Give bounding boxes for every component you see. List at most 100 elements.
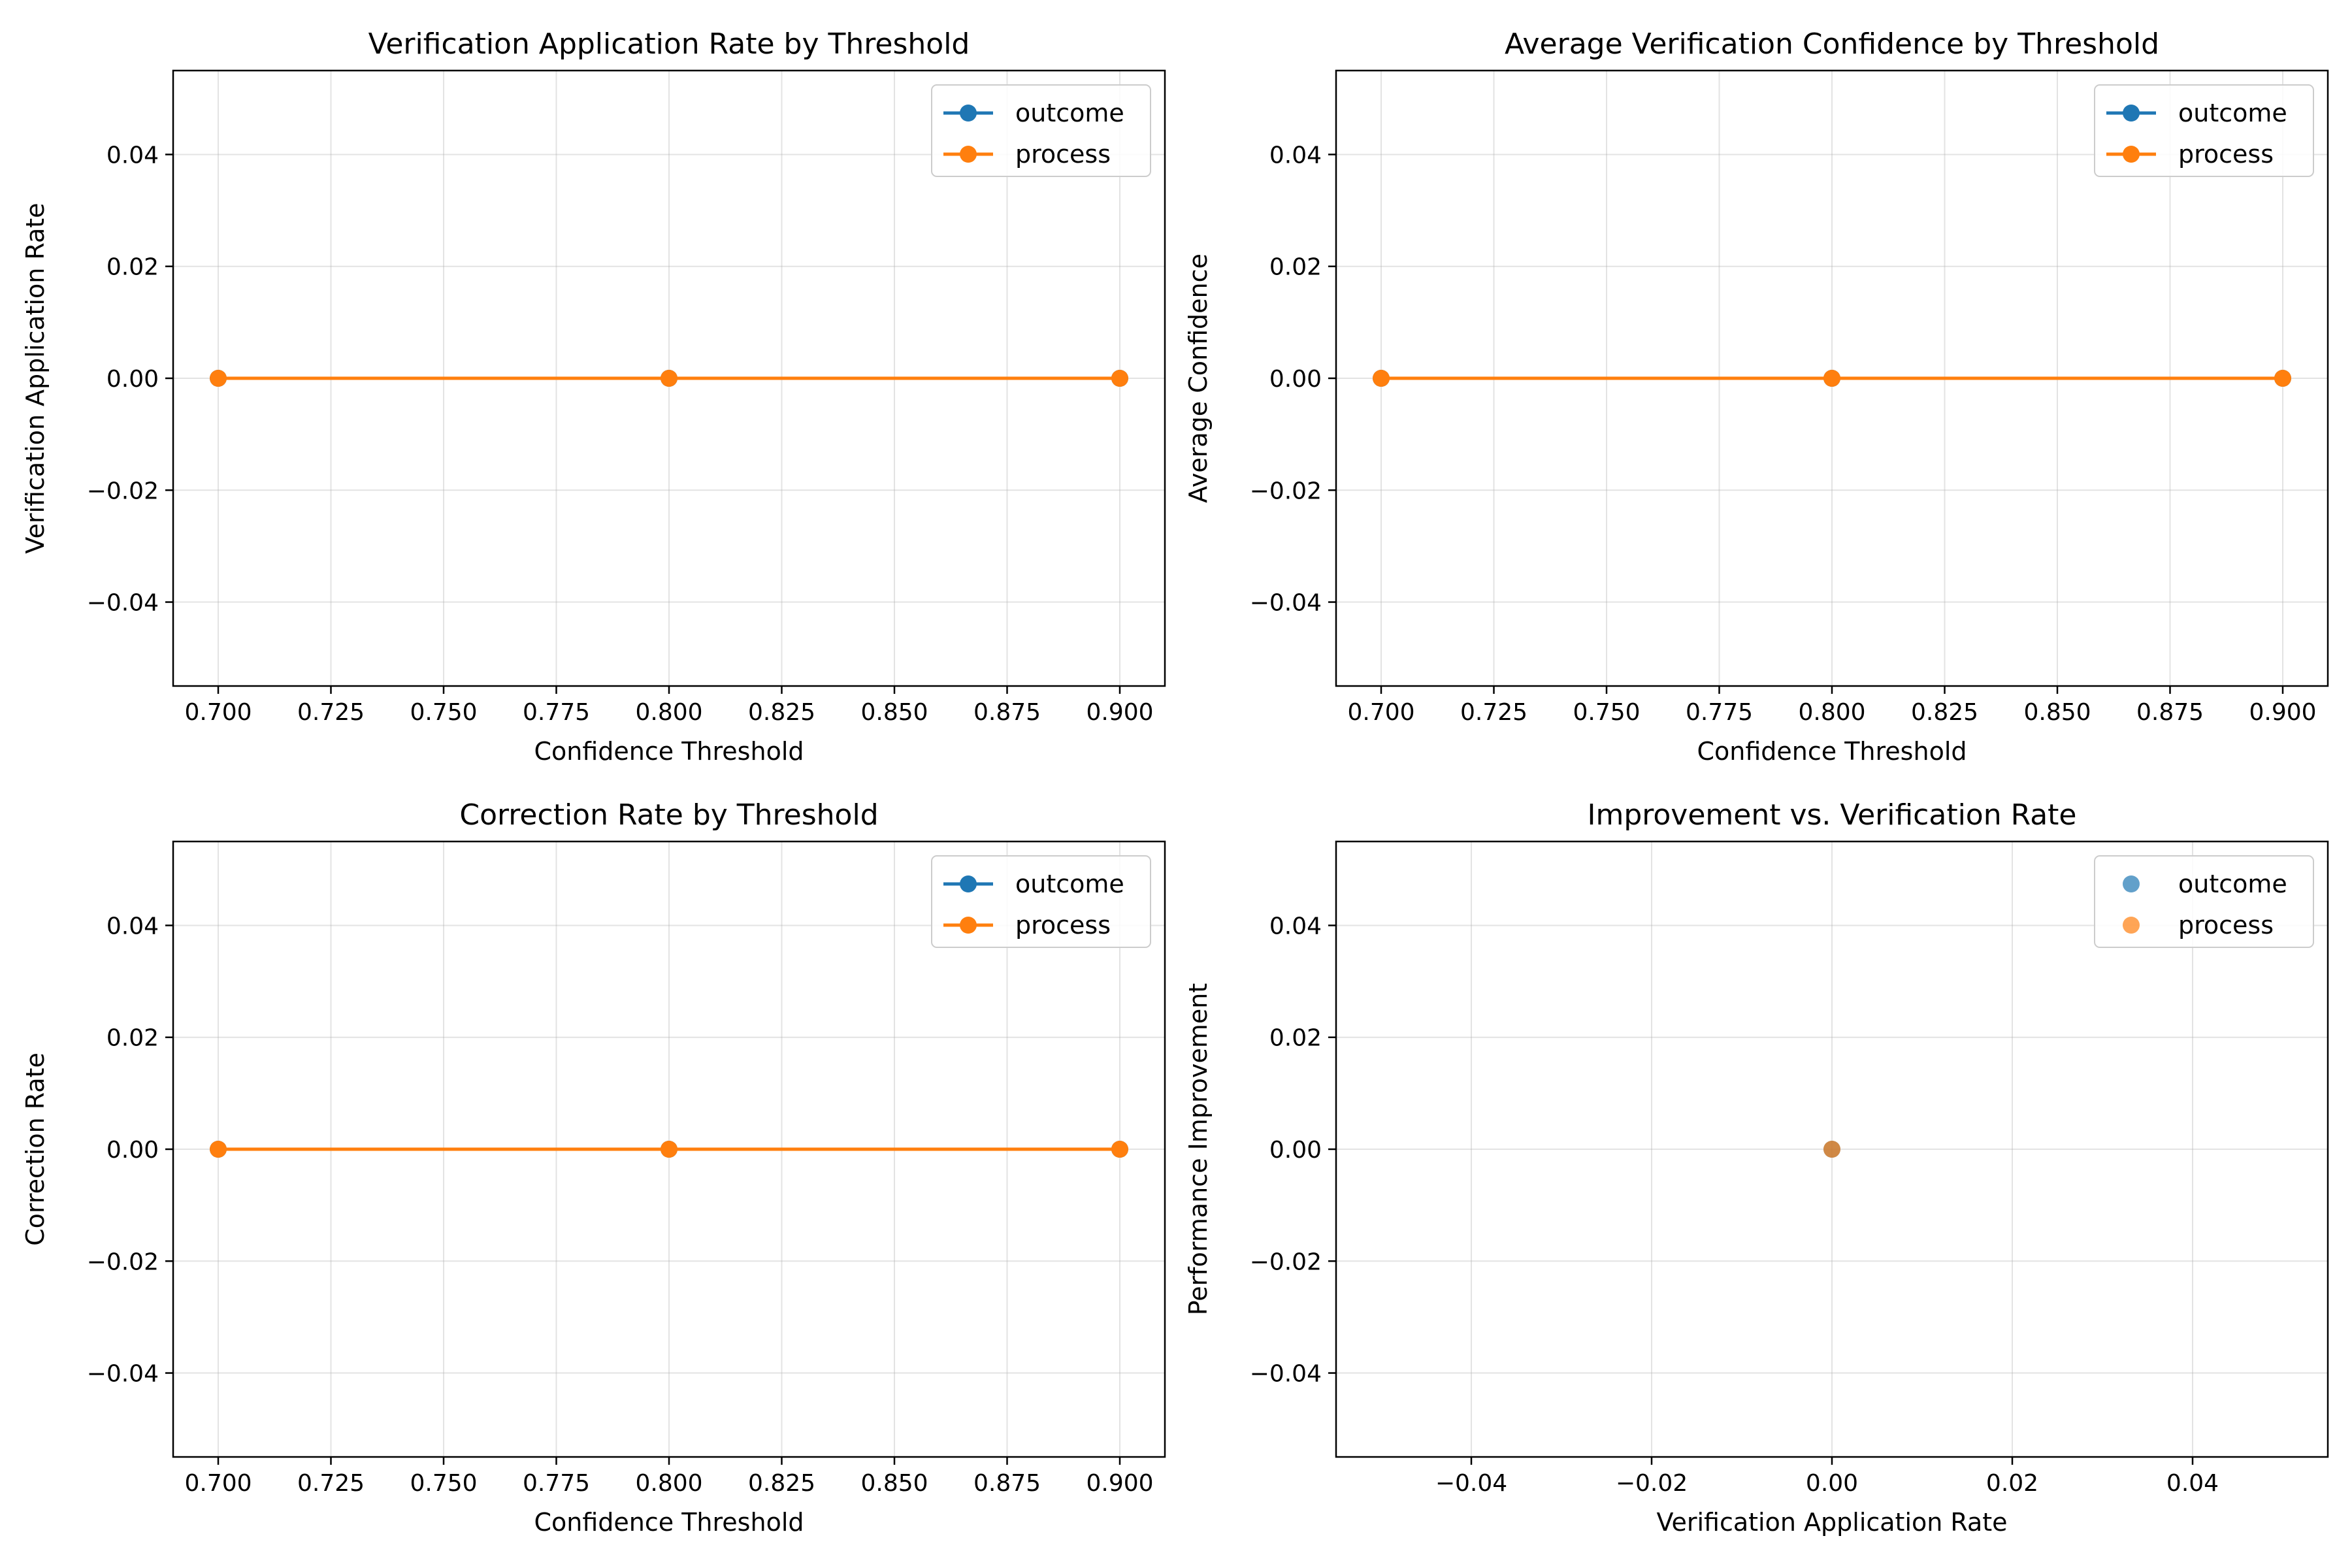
series-process: [1823, 1141, 1840, 1158]
y-tick-label: −0.02: [1250, 1249, 1322, 1275]
x-tick-label: 0.800: [635, 699, 702, 726]
legend-swatch-marker: [2123, 146, 2140, 163]
x-tick-label: 0.775: [1686, 699, 1753, 726]
x-tick-label: −0.02: [1616, 1470, 1688, 1497]
data-point-process: [661, 370, 678, 387]
legend: outcome process: [2094, 855, 2314, 948]
y-tick-label: 0.00: [106, 366, 159, 393]
legend-label-process: process: [2178, 911, 2274, 939]
x-tick-label: 0.750: [410, 699, 477, 726]
x-tick-label: 0.800: [635, 1470, 702, 1497]
x-tick-label: 0.825: [748, 1470, 815, 1497]
chart-title: Correction Rate by Threshold: [459, 798, 878, 832]
y-axis-label: Average Confidence: [1184, 253, 1213, 503]
x-tick-label: 0.875: [2136, 699, 2204, 726]
legend-swatch-marker: [2123, 875, 2140, 892]
y-axis-label: Correction Rate: [21, 1053, 50, 1246]
chart-panel-2: 0.700 0.725 0.750 0.775 0.800 0.825 0.850 0.875…: [1184, 27, 2329, 766]
legend-swatch-marker: [960, 105, 977, 122]
y-tick-label: −0.04: [1250, 1361, 1322, 1388]
x-axis-label: Verification Application Rate: [1656, 1508, 2007, 1537]
scatter-point-process: [1823, 1141, 1840, 1158]
y-tick-label: 0.00: [1269, 366, 1322, 393]
y-tick-label: 0.02: [1269, 1025, 1322, 1052]
x-tick-label: 0.850: [2023, 699, 2091, 726]
legend-label-process: process: [1015, 911, 1111, 939]
legend: outcome process: [931, 84, 1151, 177]
x-tick-label: 0.750: [410, 1470, 477, 1497]
y-tick-label: −0.04: [87, 590, 159, 617]
y-tick-label: −0.04: [87, 1361, 159, 1388]
legend-label-outcome: outcome: [1015, 870, 1124, 898]
legend-label-process: process: [1015, 140, 1111, 169]
y-tick-label: 0.02: [106, 254, 159, 281]
x-tick-label: 0.875: [973, 699, 1041, 726]
y-axis-label: Performance Improvement: [1184, 983, 1213, 1316]
chart-title: Improvement vs. Verification Rate: [1587, 798, 2076, 832]
x-axis-label: Confidence Threshold: [534, 737, 804, 766]
chart-panel-3: 0.700 0.725 0.750 0.775 0.800 0.825 0.850 0.875…: [21, 798, 1166, 1537]
x-tick-label: 0.900: [2249, 699, 2316, 726]
y-tick-label: 0.02: [106, 1025, 159, 1052]
data-point-process: [1823, 370, 1840, 387]
series-process: [210, 370, 1128, 387]
x-tick-label: 0.725: [1460, 699, 1527, 726]
legend-swatch-marker: [2123, 105, 2140, 122]
data-point-process: [661, 1141, 678, 1158]
data-point-process: [210, 1141, 227, 1158]
x-tick-label: 0.900: [1086, 1470, 1153, 1497]
x-tick-label: 0.700: [1347, 699, 1414, 726]
data-point-process: [1373, 370, 1390, 387]
y-tick-label: 0.00: [106, 1137, 159, 1164]
x-tick-label: 0.850: [860, 699, 928, 726]
x-tick-label: 0.02: [1986, 1470, 2038, 1497]
data-point-process: [1111, 1141, 1128, 1158]
data-point-process: [210, 370, 227, 387]
chart-panel-1: 0.700 0.725 0.750 0.775 0.800 0.825 0.850 0.875…: [21, 27, 1166, 766]
legend-swatch-marker: [2123, 917, 2140, 934]
y-tick-label: 0.04: [106, 913, 159, 939]
y-tick-label: 0.04: [1269, 142, 1322, 169]
data-point-process: [1111, 370, 1128, 387]
x-tick-label: 0.750: [1573, 699, 1640, 726]
series-process: [210, 1141, 1128, 1158]
y-tick-label: 0.04: [1269, 913, 1322, 939]
legend-swatch-marker: [960, 917, 977, 934]
legend: outcome process: [931, 855, 1151, 948]
legend-label-outcome: outcome: [1015, 99, 1124, 127]
x-tick-label: 0.825: [1911, 699, 1978, 726]
x-tick-label: 0.725: [297, 699, 365, 726]
chart-title: Average Verification Confidence by Thres…: [1505, 27, 2159, 61]
legend-box: [2094, 855, 2314, 948]
y-tick-label: −0.02: [87, 478, 159, 504]
y-tick-label: 0.00: [1269, 1137, 1322, 1164]
x-tick-label: 0.900: [1086, 699, 1153, 726]
x-tick-label: 0.775: [523, 699, 590, 726]
legend-swatch-marker: [960, 875, 977, 892]
x-tick-label: 0.850: [860, 1470, 928, 1497]
y-tick-label: 0.04: [106, 142, 159, 169]
data-point-process: [2274, 370, 2291, 387]
chart-title: Verification Application Rate by Thresho…: [368, 27, 970, 61]
x-axis-label: Confidence Threshold: [1697, 737, 1967, 766]
legend-label-outcome: outcome: [2178, 99, 2287, 127]
y-tick-label: −0.02: [1250, 478, 1322, 504]
chart-panel-4: −0.04 −0.02 0.00 0.02 0.04 −0.04 −0.02 0.00 0.02…: [1184, 798, 2329, 1537]
x-tick-label: 0.775: [523, 1470, 590, 1497]
x-tick-label: 0.700: [184, 1470, 252, 1497]
y-tick-label: 0.02: [1269, 254, 1322, 281]
x-axis-label: Confidence Threshold: [534, 1508, 804, 1537]
x-tick-label: 0.04: [2166, 1470, 2219, 1497]
x-tick-label: 0.00: [1806, 1470, 1858, 1497]
x-tick-label: 0.875: [973, 1470, 1041, 1497]
legend: outcome process: [2094, 84, 2314, 177]
x-tick-label: 0.800: [1798, 699, 1865, 726]
legend-label-outcome: outcome: [2178, 870, 2287, 898]
x-tick-label: −0.04: [1435, 1470, 1507, 1497]
y-tick-label: −0.02: [87, 1249, 159, 1275]
y-axis-label: Verification Application Rate: [21, 203, 50, 553]
legend-swatch-marker: [960, 146, 977, 163]
y-tick-label: −0.04: [1250, 590, 1322, 617]
x-tick-label: 0.825: [748, 699, 815, 726]
